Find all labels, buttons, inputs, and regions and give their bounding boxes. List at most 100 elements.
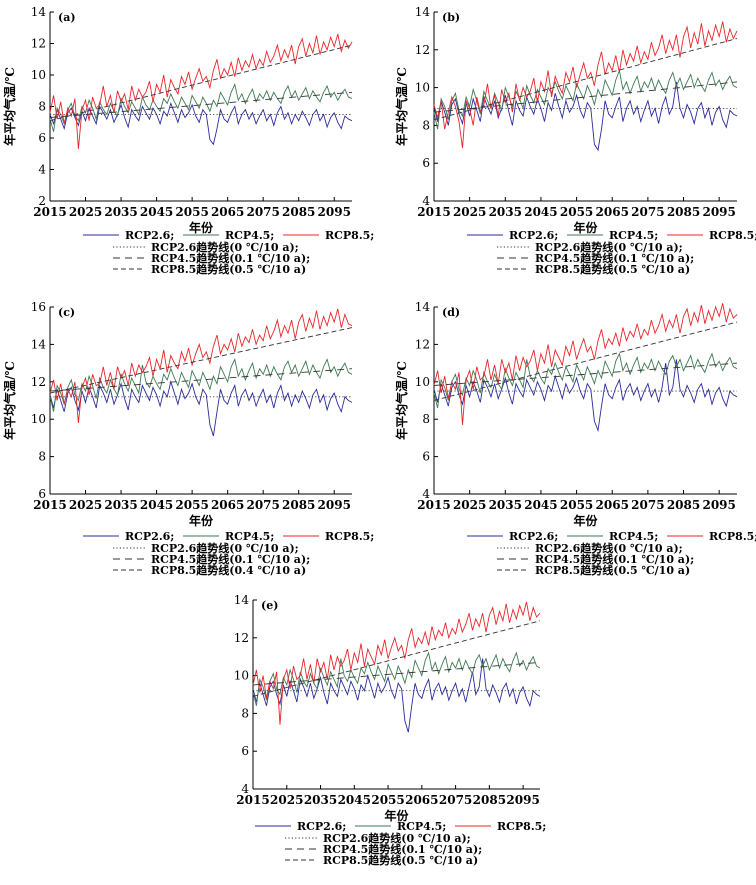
y-tick-label: 6 (38, 131, 46, 145)
y-axis-label: 年平均气温/℃ (2, 361, 17, 440)
series-rcp45-line (433, 68, 738, 130)
x-tick-label: 2045 (524, 205, 557, 219)
trend-line-5-line (433, 38, 738, 121)
x-tick-label: 2015 (417, 205, 450, 219)
legend-label: RCP4.5; (225, 229, 274, 242)
y-tick-label: 10 (31, 412, 46, 426)
legend: RCP2.6; RCP4.5; RCP8.5; RCP2.6趋势线(0 ℃/10 a)… (467, 229, 756, 276)
panel-label: (e) (261, 599, 278, 612)
chart-panel-b: 4 6 8 10 12 14 2015 2025 2035 2045 2055 2065 2075 208… (394, 5, 756, 276)
legend-label: RCP8.5趋势线(0.4 ℃/10 a) (151, 563, 306, 577)
y-tick-label: 12 (415, 43, 430, 57)
y-tick-label: 8 (422, 412, 430, 426)
legend-label: RCP2.6; (509, 530, 558, 543)
series-rcp85-line (433, 21, 738, 149)
y-tick-label: 8 (38, 450, 46, 464)
legend-label: RCP8.5趋势线(0.5 ℃/10 a) (323, 853, 478, 867)
x-tick-label: 2025 (69, 205, 102, 219)
x-tick-label: 2085 (282, 498, 315, 512)
y-tick-label: 8 (241, 706, 249, 720)
legend-label: RCP8.5趋势线(0.5 ℃/10 a) (151, 262, 306, 276)
legend-label: RCP8.5; (325, 229, 374, 242)
x-tick-label: 2035 (489, 498, 522, 512)
x-tick-label: 2035 (304, 793, 337, 807)
y-tick-label: 14 (234, 593, 250, 607)
x-tick-label: 2085 (282, 205, 315, 219)
x-tick-label: 2065 (211, 498, 244, 512)
legend-label: RCP4.5趋势线(0.1 ℃/10 a); (323, 842, 482, 856)
x-tick-label: 2065 (596, 205, 629, 219)
y-tick-label: 8 (422, 118, 430, 132)
panel-label: (d) (442, 306, 460, 319)
legend-label: RCP2.6; (125, 229, 174, 242)
legend-label: RCP2.6趋势线(0 ℃/10 a); (323, 831, 471, 845)
x-tick-label: 2075 (439, 793, 472, 807)
y-axis-label: 年平均气温/℃ (394, 67, 409, 146)
x-tick-label: 2075 (246, 205, 279, 219)
series-rcp85-line (49, 308, 353, 423)
y-tick-label: 4 (422, 487, 430, 501)
x-tick-label: 2045 (140, 498, 173, 512)
legend-label: RCP4.5趋势线(0.1 ℃/10 a); (151, 251, 310, 265)
legend-label: RCP4.5; (609, 530, 658, 543)
x-tick-label: 2085 (473, 793, 506, 807)
x-axis-label: 年份 (573, 513, 598, 528)
series-rcp26-line (49, 101, 353, 146)
series-rcp45-line (49, 82, 353, 132)
x-tick-label: 2055 (175, 205, 208, 219)
chart-panel-e: 4 6 8 10 12 14 2015 2025 2035 2045 2055 2065 2075 208… (234, 593, 547, 867)
series-rcp26-line (433, 359, 738, 433)
x-tick-label: 2025 (453, 205, 486, 219)
x-tick-label: 2065 (405, 793, 438, 807)
trend-line-4-line (433, 362, 738, 386)
y-tick-label: 12 (415, 337, 430, 351)
x-tick-label: 2015 (417, 498, 450, 512)
x-tick-label: 2035 (489, 205, 522, 219)
x-axis-label: 年份 (384, 808, 409, 823)
y-tick-label: 6 (422, 450, 430, 464)
legend: RCP2.6; RCP4.5; RCP8.5; RCP2.6趋势线(0 ℃/10 a)… (255, 820, 546, 867)
x-tick-label: 2045 (338, 793, 371, 807)
legend-label: RCP2.6趋势线(0 ℃/10 a); (535, 541, 683, 555)
legend-label: RCP8.5; (325, 530, 374, 543)
legend-label: RCP2.6; (297, 820, 346, 833)
x-tick-label: 2095 (318, 205, 351, 219)
x-tick-label: 2095 (702, 498, 735, 512)
x-tick-label: 2065 (211, 205, 244, 219)
trend-line-4-line (49, 368, 353, 392)
x-tick-label: 2095 (318, 498, 351, 512)
x-tick-label: 2015 (33, 205, 66, 219)
legend-label: RCP8.5趋势线(0.5 ℃/10 a) (535, 563, 690, 577)
x-tick-label: 2025 (270, 793, 303, 807)
y-tick-label: 4 (38, 163, 46, 177)
x-tick-label: 2085 (667, 205, 700, 219)
x-tick-label: 2035 (104, 498, 137, 512)
x-axis-label: 年份 (189, 220, 214, 235)
legend-label: RCP4.5; (225, 530, 274, 543)
x-tick-label: 2095 (506, 793, 539, 807)
panel-label: (b) (442, 11, 460, 24)
y-tick-label: 10 (415, 81, 430, 95)
y-tick-label: 14 (31, 5, 47, 19)
panel-label: (c) (58, 306, 75, 319)
x-tick-label: 2075 (631, 205, 664, 219)
y-tick-label: 12 (234, 631, 249, 645)
x-tick-label: 2045 (524, 498, 557, 512)
y-tick-label: 12 (31, 37, 46, 51)
y-tick-label: 10 (234, 669, 249, 683)
x-tick-label: 2075 (246, 498, 279, 512)
legend-label: RCP8.5趋势线(0.5 ℃/10 a) (535, 262, 690, 276)
y-tick-label: 16 (31, 300, 46, 314)
y-axis-label: 年平均气温/℃ (394, 361, 409, 440)
series-rcp26-line (252, 658, 541, 733)
y-tick-label: 14 (31, 337, 47, 351)
legend-label: RCP4.5趋势线(0.1 ℃/10 a); (535, 251, 694, 265)
legend: RCP2.6; RCP4.5; RCP8.5; RCP2.6趋势线(0 ℃/10 a)… (83, 530, 374, 577)
legend-label: RCP2.6趋势线(0 ℃/10 a); (151, 240, 299, 254)
y-tick-label: 2 (38, 194, 46, 208)
x-tick-label: 2025 (69, 498, 102, 512)
chart-panel-d: 4 6 8 10 12 14 2015 2025 2035 2045 2055 2065 2075 208… (394, 300, 756, 577)
legend-label: RCP2.6趋势线(0 ℃/10 a); (151, 541, 299, 555)
